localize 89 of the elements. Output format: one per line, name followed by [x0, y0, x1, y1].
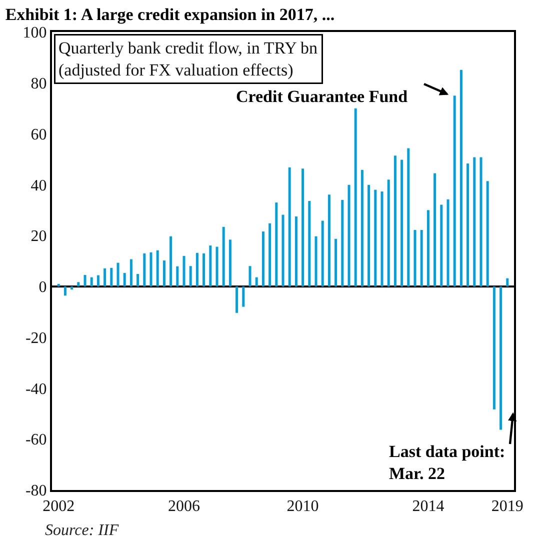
bar: [374, 190, 377, 286]
bar: [480, 157, 482, 286]
bar: [162, 260, 166, 286]
bar: [426, 210, 430, 286]
y-tick-label: 0: [38, 279, 47, 296]
x-tick-label: 2002: [42, 498, 75, 516]
bar: [321, 220, 324, 286]
bar: [275, 202, 278, 286]
bar: [150, 252, 152, 286]
bar: [130, 259, 132, 286]
bar: [420, 230, 423, 286]
x-tick-label: 2014: [412, 498, 444, 516]
y-tick-label: -80: [25, 482, 47, 500]
bar: [328, 194, 330, 286]
bar: [228, 240, 232, 286]
bar: [143, 253, 146, 286]
bar: [440, 204, 443, 286]
bar: [104, 268, 106, 286]
bar: [400, 160, 404, 286]
bar: [314, 236, 318, 286]
bar: [466, 164, 470, 286]
y-tick-label: 60: [30, 126, 47, 144]
bar: [394, 156, 396, 286]
bar: [209, 245, 212, 286]
bar: [64, 286, 66, 296]
bar: [460, 70, 462, 286]
y-tick-label: -60: [25, 432, 47, 449]
bar: [70, 286, 74, 290]
bar: [492, 286, 496, 410]
bar: [189, 266, 192, 286]
bar: [57, 284, 60, 286]
bar: [380, 192, 384, 286]
bar: [255, 277, 258, 286]
bar: [96, 275, 100, 286]
bar: [282, 214, 284, 286]
bar: [236, 286, 238, 313]
bar: [222, 226, 225, 286]
x-tick-label: 2006: [168, 498, 200, 516]
chart-title: Exhibit 1: A large credit expansion in 2017, ...: [5, 5, 335, 24]
bar: [242, 286, 245, 307]
bar: [387, 180, 390, 286]
bar: [434, 173, 436, 286]
bar: [486, 181, 489, 286]
bar: [176, 266, 179, 286]
bar: [288, 167, 291, 286]
y-tick-label: 40: [30, 177, 47, 194]
bar: [368, 184, 370, 286]
bar: [500, 286, 502, 430]
y-tick-label: 100: [22, 24, 47, 42]
text: Quarterly bank credit flow, in TRY bn (adjusted for FX valuation effects): [58, 38, 318, 80]
bar: [77, 282, 80, 286]
bar: [473, 157, 476, 286]
bar: [302, 168, 304, 286]
bar: [308, 200, 311, 286]
bar: [110, 268, 113, 286]
bar: [90, 277, 93, 286]
bar: [446, 199, 450, 286]
bar: [407, 148, 410, 286]
bar: [341, 200, 344, 286]
x-tick-label: 2010: [286, 498, 319, 516]
bar: [123, 272, 126, 286]
y-tick-label: -20: [25, 330, 47, 347]
bar: [294, 216, 298, 286]
source-note: Source: IIF: [45, 522, 119, 539]
y-tick-label: -40: [25, 380, 47, 398]
bar: [170, 236, 172, 286]
bar: [202, 253, 206, 286]
bar: [414, 230, 416, 286]
bar: [136, 274, 140, 286]
bar: [354, 108, 357, 286]
bar: [84, 274, 86, 286]
bar: [216, 246, 218, 286]
bar: [196, 252, 198, 286]
annotation: Credit Guarantee Fund: [236, 87, 408, 106]
annotation: Last data point: Mar. 22: [389, 442, 506, 484]
bar: [348, 184, 350, 286]
y-tick-label: 20: [30, 228, 47, 246]
bar: [156, 250, 159, 286]
bar: [248, 266, 252, 286]
bar: [360, 170, 364, 286]
bar: [268, 223, 272, 286]
bar: [182, 256, 186, 286]
x-tick-label: 2019: [491, 498, 524, 516]
y-tick-label: 80: [30, 75, 47, 92]
bar: [116, 262, 120, 286]
bar: [262, 231, 264, 286]
bar: [453, 96, 456, 286]
bar: [334, 238, 338, 286]
bar: [506, 278, 509, 286]
